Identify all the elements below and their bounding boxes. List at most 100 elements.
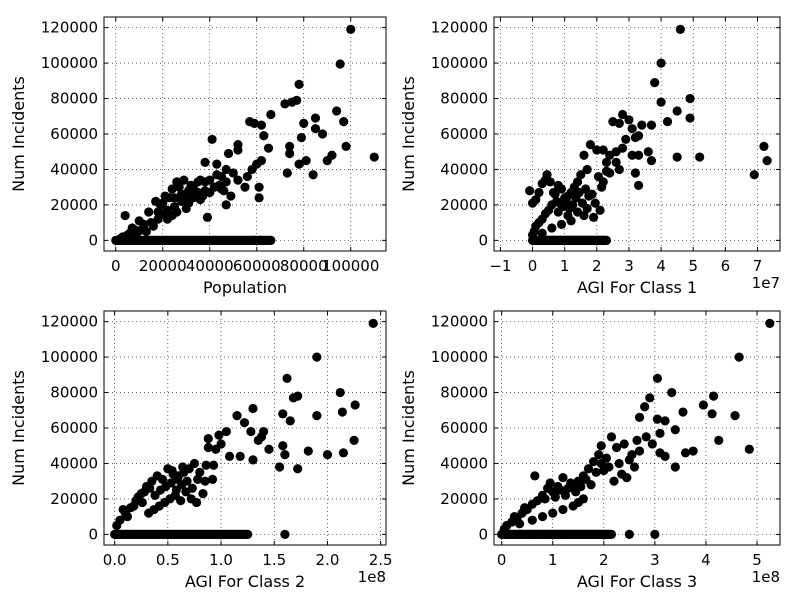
data-point	[299, 118, 309, 128]
data-point	[634, 150, 644, 160]
data-point	[556, 219, 567, 230]
data-point	[301, 155, 311, 166]
data-point	[672, 152, 682, 162]
data-point	[601, 235, 612, 245]
data-point	[520, 503, 530, 513]
data-point	[153, 207, 163, 217]
data-point	[310, 124, 321, 134]
data-point	[243, 529, 253, 539]
data-point	[614, 164, 624, 175]
data-point	[112, 520, 122, 531]
data-point	[233, 175, 243, 185]
data-point	[599, 465, 609, 476]
y-tick-label: 60000	[440, 125, 488, 143]
data-point	[144, 508, 154, 518]
data-point	[582, 164, 592, 175]
data-point	[744, 444, 754, 454]
data-point	[263, 143, 274, 153]
y-tick-label: 120000	[431, 313, 488, 331]
data-point	[176, 496, 186, 506]
data-point	[193, 177, 203, 187]
y-tick-label: 60000	[50, 419, 98, 437]
data-point	[188, 193, 198, 203]
x-tick-label: 3	[624, 257, 634, 275]
data-point	[287, 97, 297, 107]
data-point	[254, 182, 264, 192]
x-tick-label: 6	[721, 257, 731, 275]
data-point	[611, 442, 622, 453]
data-point	[655, 428, 665, 438]
data-point	[200, 476, 210, 486]
data-point	[650, 529, 660, 539]
data-point	[652, 373, 663, 383]
data-point	[280, 449, 290, 460]
y-tick-label: 20000	[50, 196, 98, 214]
data-point	[589, 212, 599, 222]
data-point	[332, 106, 342, 116]
data-point	[288, 393, 299, 403]
data-point	[619, 439, 629, 449]
data-point	[660, 451, 670, 461]
y-tick-label: 100000	[41, 54, 98, 72]
data-point	[568, 200, 578, 210]
y-tick-label: 0	[478, 525, 488, 543]
data-point	[280, 99, 290, 109]
data-point	[282, 373, 292, 383]
data-point	[134, 216, 144, 226]
data-point	[576, 170, 586, 180]
data-point	[765, 318, 775, 329]
data-point	[369, 152, 379, 162]
data-point	[205, 187, 215, 198]
data-point	[629, 462, 640, 472]
data-point	[634, 446, 645, 456]
data-point	[278, 441, 288, 451]
data-point	[553, 207, 563, 217]
y-axis-label: Num Incidents	[399, 370, 418, 486]
data-point	[158, 198, 168, 208]
data-point	[606, 529, 617, 539]
data-point	[548, 187, 559, 198]
data-point	[350, 400, 360, 410]
data-point	[341, 141, 351, 152]
data-point	[294, 159, 304, 169]
data-point	[583, 464, 594, 474]
data-point	[214, 430, 224, 440]
data-point	[221, 426, 231, 437]
data-point	[242, 171, 252, 182]
data-point	[224, 451, 235, 461]
data-point	[611, 157, 621, 167]
data-point	[660, 416, 670, 426]
y-tick-label: 40000	[50, 454, 98, 472]
y-axis-label: Num Incidents	[399, 76, 418, 192]
x-tick-label: 1	[548, 551, 558, 569]
data-point	[293, 464, 303, 474]
x-tick-label: 4	[701, 551, 711, 569]
data-point	[349, 435, 359, 446]
y-tick-label: 120000	[41, 19, 98, 37]
data-point	[339, 116, 349, 127]
data-point	[235, 451, 245, 461]
y-tick-label: 100000	[41, 348, 98, 366]
data-point	[266, 235, 276, 245]
data-point	[586, 480, 596, 490]
data-point	[650, 77, 660, 88]
data-point	[707, 409, 717, 419]
data-point	[509, 512, 520, 522]
data-point	[181, 203, 191, 214]
x-tick-label: 80000	[280, 257, 328, 275]
data-point	[545, 177, 555, 187]
y-tick-label: 60000	[440, 419, 488, 437]
data-point	[198, 488, 208, 499]
data-point	[322, 449, 333, 460]
data-point	[525, 186, 535, 196]
data-point	[240, 182, 250, 192]
data-point	[153, 214, 163, 224]
x-tick-label: 20000	[139, 257, 187, 275]
data-point	[576, 481, 586, 492]
data-point	[670, 425, 680, 435]
data-point	[608, 116, 618, 127]
data-point	[202, 212, 212, 222]
data-point	[118, 504, 128, 515]
data-point	[122, 512, 133, 522]
data-point	[550, 492, 560, 502]
